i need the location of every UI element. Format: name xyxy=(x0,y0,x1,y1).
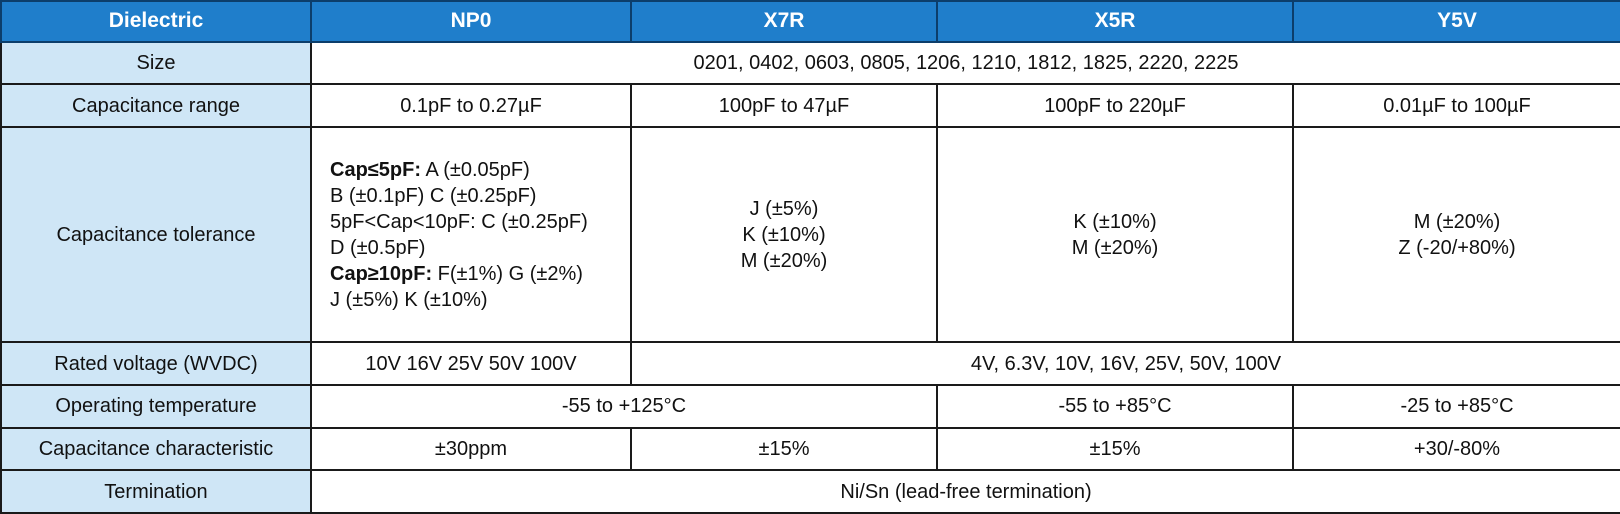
size-value: 0201, 0402, 0603, 0805, 1206, 1210, 1812… xyxy=(310,40,1620,86)
capacitance-range-x7r: 100pF to 47µF xyxy=(630,83,938,128)
np0-tol-line-1: Cap≤5pF: A (±0.05pF) xyxy=(330,157,622,183)
capacitance-tolerance-y5v: M (±20%) Z (-20/+80%) xyxy=(1292,125,1620,344)
rated-voltage-row: Rated voltage (WVDC) 10V 16V 25V 50V 100… xyxy=(0,341,1620,386)
x7r-tol-line-2: K (±10%) xyxy=(742,223,826,246)
np0-tol-line-1-bold: Cap≤5pF: xyxy=(330,158,421,181)
y5v-tol-line-1: M (±20%) xyxy=(1413,210,1501,233)
capacitance-tolerance-label: Capacitance tolerance xyxy=(0,125,312,344)
header-x7r: X7R xyxy=(630,0,938,43)
rated-voltage-label: Rated voltage (WVDC) xyxy=(0,341,312,386)
size-label: Size xyxy=(0,40,312,86)
x7r-tol-line-3: M (±20%) xyxy=(740,249,828,272)
operating-temperature-np0-x7r: -55 to +125°C xyxy=(310,383,938,429)
operating-temperature-x5r: -55 to +85°C xyxy=(936,383,1294,429)
capacitance-characteristic-x7r: ±15% xyxy=(630,426,938,472)
header-y5v: Y5V xyxy=(1292,0,1620,43)
size-row: Size 0201, 0402, 0603, 0805, 1206, 1210,… xyxy=(0,40,1620,86)
capacitance-tolerance-x5r: K (±10%) M (±20%) xyxy=(936,125,1294,344)
capacitance-range-np0: 0.1pF to 0.27µF xyxy=(310,83,632,128)
capacitance-characteristic-label: Capacitance characteristic xyxy=(0,426,312,472)
capacitance-characteristic-np0: ±30ppm xyxy=(310,426,632,472)
capacitance-range-x5r: 100pF to 220µF xyxy=(936,83,1294,128)
np0-tol-line-2: B (±0.1pF) C (±0.25pF) xyxy=(330,184,537,207)
header-np0: NP0 xyxy=(310,0,632,43)
np0-tol-line-3: 5pF<Cap<10pF: C (±0.25pF) xyxy=(330,210,588,233)
capacitance-characteristic-row: Capacitance characteristic ±30ppm ±15% ±… xyxy=(0,426,1620,472)
capacitance-range-label: Capacitance range xyxy=(0,83,312,128)
capacitance-characteristic-x5r: ±15% xyxy=(936,426,1294,472)
x7r-tol-line-1: J (±5%) xyxy=(749,197,819,220)
np0-tol-line-4: D (±0.5pF) xyxy=(330,236,426,259)
x5r-tol-line-2: M (±20%) xyxy=(1071,236,1159,259)
rated-voltage-np0: 10V 16V 25V 50V 100V xyxy=(310,341,632,386)
np0-tol-line-5: Cap≥10pF: F(±1%) G (±2%) xyxy=(330,261,622,287)
capacitance-range-row: Capacitance range 0.1pF to 0.27µF 100pF … xyxy=(0,83,1620,128)
rated-voltage-others: 4V, 6.3V, 10V, 16V, 25V, 50V, 100V xyxy=(630,341,1620,386)
capacitance-tolerance-np0: Cap≤5pF: A (±0.05pF) B (±0.1pF) C (±0.25… xyxy=(310,125,632,344)
header-dielectric: Dielectric xyxy=(0,0,312,43)
operating-temperature-label: Operating temperature xyxy=(0,383,312,429)
operating-temperature-y5v: -25 to +85°C xyxy=(1292,383,1620,429)
header-row: Dielectric NP0 X7R X5R Y5V xyxy=(0,0,1620,43)
termination-label: Termination xyxy=(0,469,312,514)
capacitance-characteristic-y5v: +30/-80% xyxy=(1292,426,1620,472)
y5v-tol-line-2: Z (-20/+80%) xyxy=(1398,236,1516,259)
np0-tol-line-6: J (±5%) K (±10%) xyxy=(330,288,488,311)
header-x5r: X5R xyxy=(936,0,1294,43)
termination-value: Ni/Sn (lead-free termination) xyxy=(310,469,1620,514)
np0-tol-line-1-rest: A (±0.05pF) xyxy=(420,158,530,181)
np0-tol-line-5-bold: Cap≥10pF: xyxy=(330,262,433,285)
x5r-tol-line-1: K (±10%) xyxy=(1073,210,1157,233)
capacitance-tolerance-row: Capacitance tolerance Cap≤5pF: A (±0.05p… xyxy=(0,125,1620,344)
capacitance-tolerance-x7r: J (±5%) K (±10%) M (±20%) xyxy=(630,125,938,344)
capacitance-range-y5v: 0.01µF to 100µF xyxy=(1292,83,1620,128)
np0-tol-line-5-rest: F(±1%) G (±2%) xyxy=(432,262,583,285)
termination-row: Termination Ni/Sn (lead-free termination… xyxy=(0,469,1620,514)
operating-temperature-row: Operating temperature -55 to +125°C -55 … xyxy=(0,383,1620,429)
